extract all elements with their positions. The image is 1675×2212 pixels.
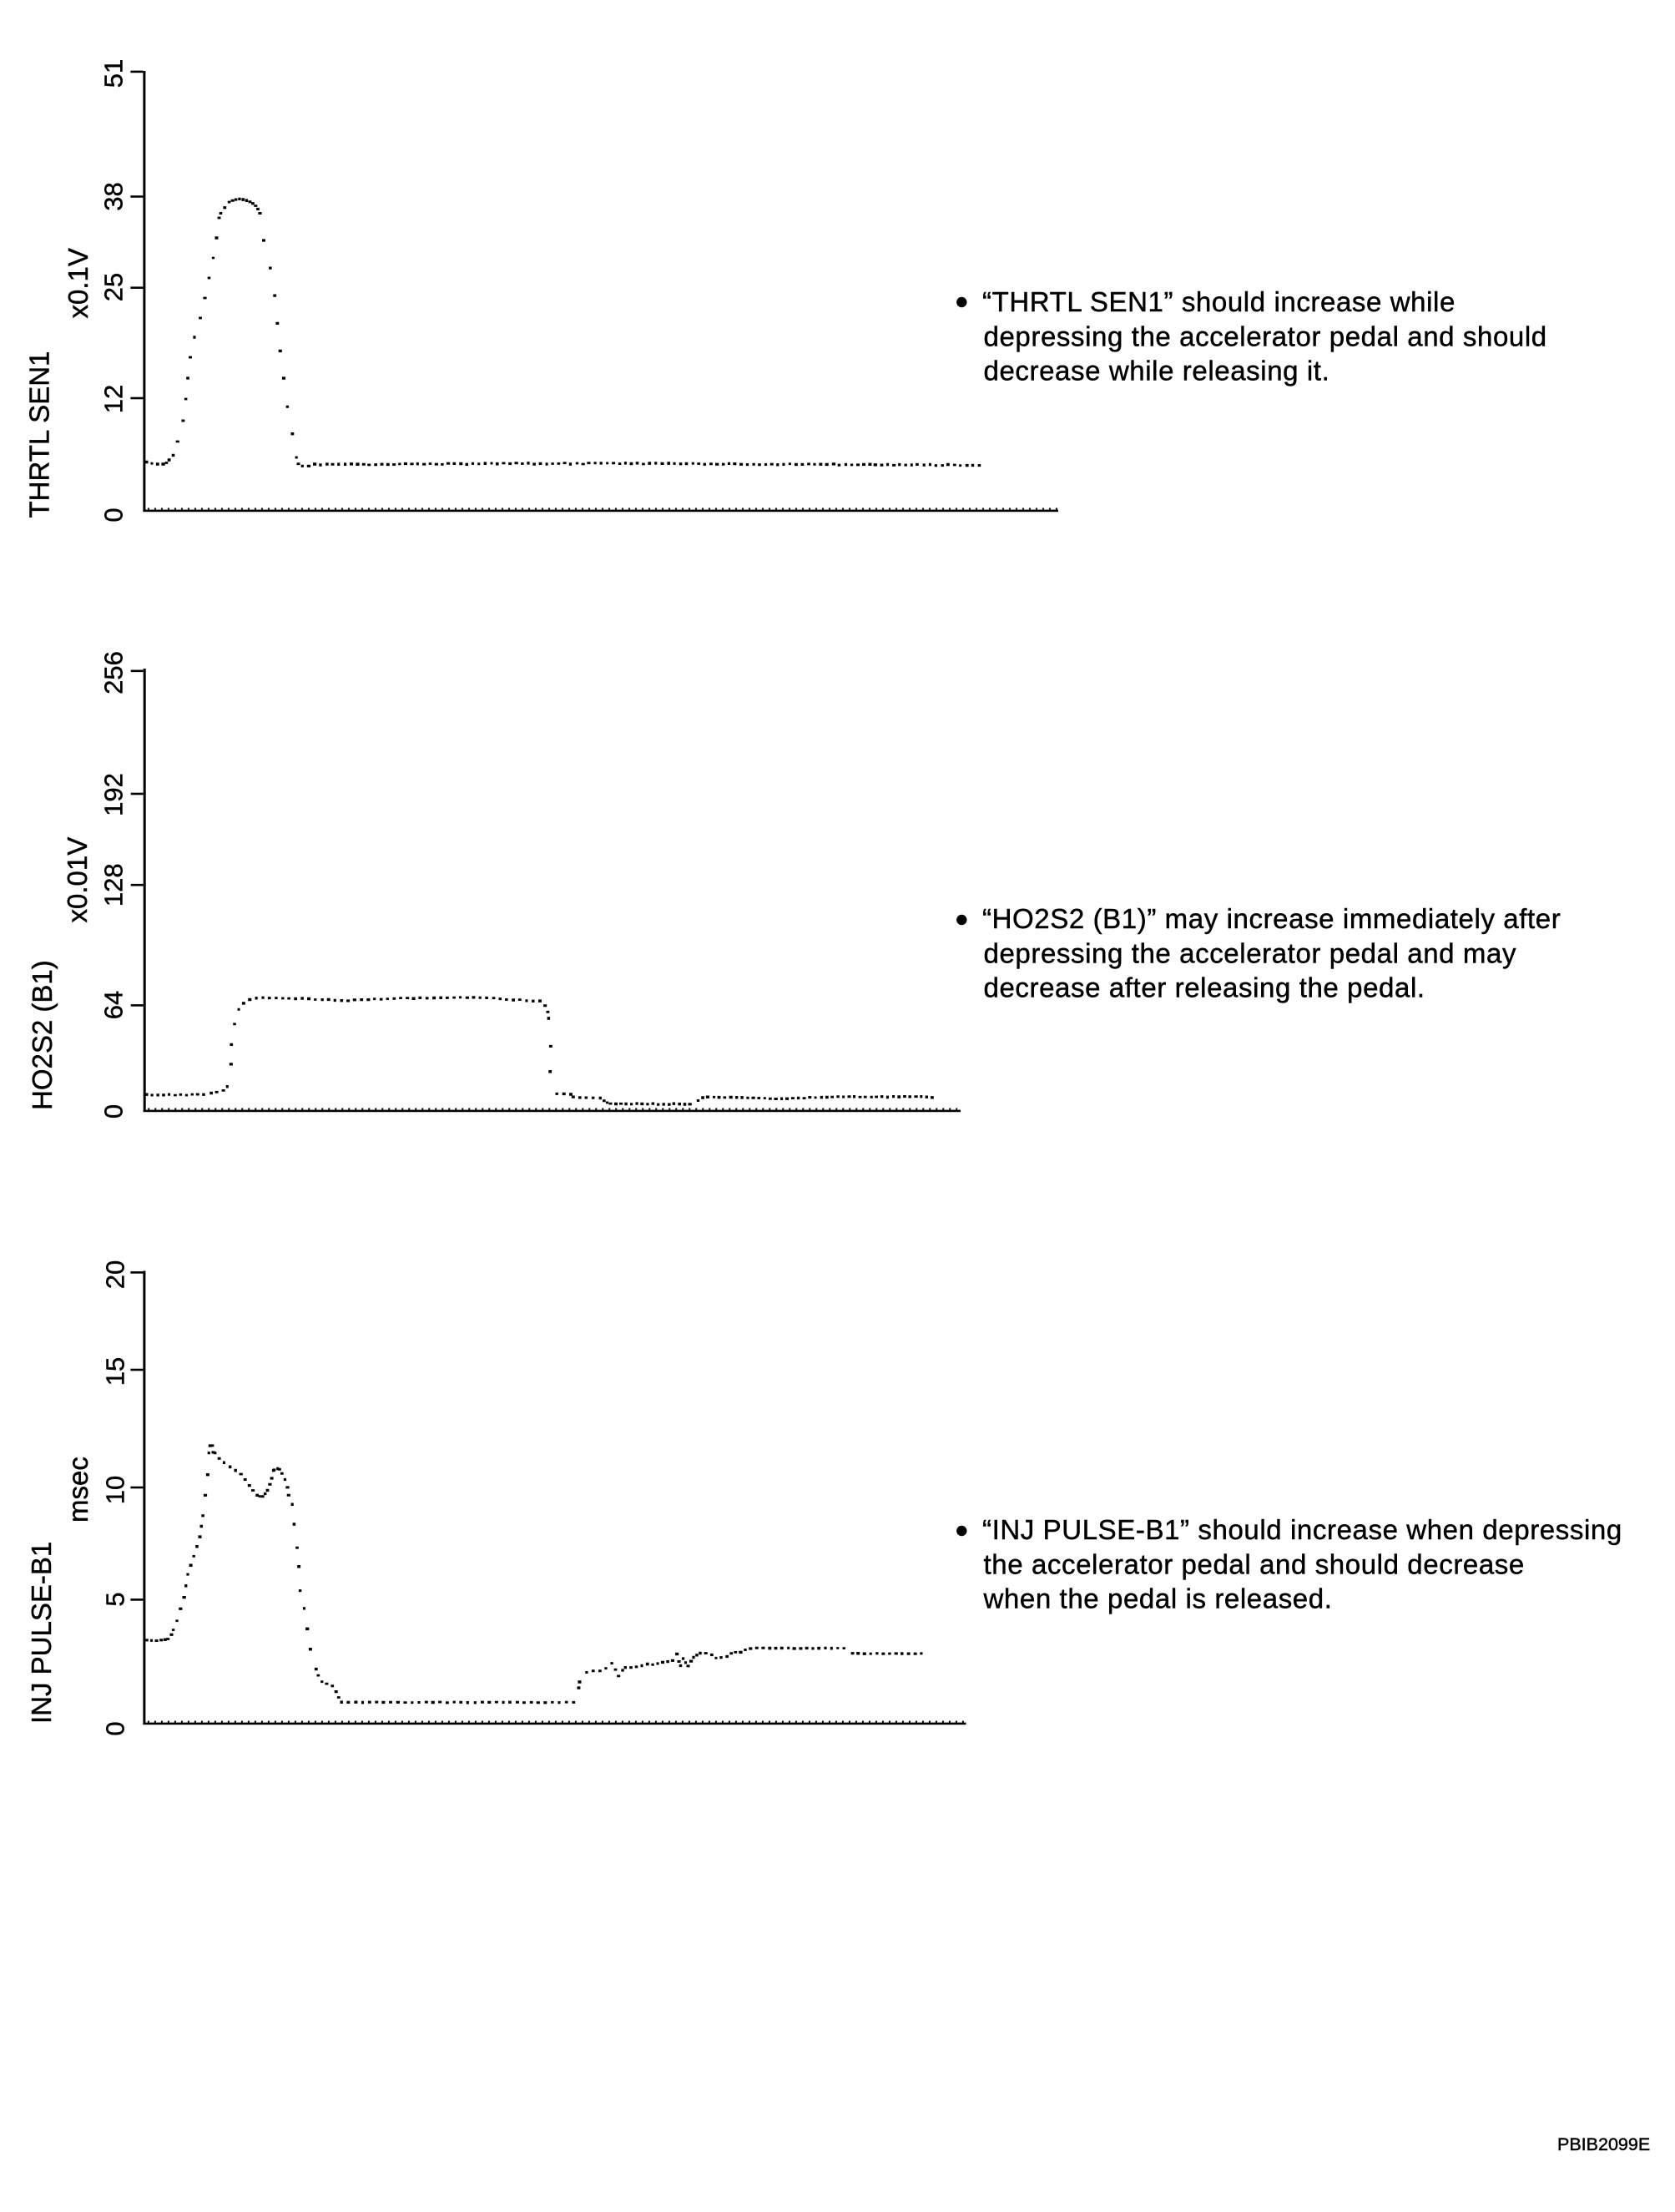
svg-text:0: 0 — [101, 1721, 130, 1735]
svg-text:depressing the accelerator ped: depressing the accelerator pedal and may — [984, 937, 1517, 968]
svg-text:64: 64 — [99, 991, 129, 1019]
svg-text:10: 10 — [101, 1476, 130, 1504]
svg-text:x0.01V: x0.01V — [62, 837, 93, 923]
svg-text:THRTL SEN1: THRTL SEN1 — [24, 351, 55, 518]
svg-text:38: 38 — [99, 182, 129, 210]
svg-text:51: 51 — [99, 59, 129, 88]
svg-text:20: 20 — [101, 1260, 130, 1289]
svg-text:when the pedal is released.: when the pedal is released. — [983, 1583, 1333, 1614]
svg-text:INJ PULSE-B1: INJ PULSE-B1 — [26, 1542, 57, 1724]
svg-text:128: 128 — [99, 863, 129, 907]
svg-text:PBIB2099E: PBIB2099E — [1557, 2134, 1650, 2154]
svg-text:5: 5 — [101, 1592, 130, 1606]
svg-text:“INJ PULSE-B1” should increase: “INJ PULSE-B1” should increase when depr… — [982, 1514, 1622, 1545]
svg-text:256: 256 — [99, 651, 129, 694]
svg-text:15: 15 — [101, 1357, 130, 1386]
svg-text:HO2S2 (B1): HO2S2 (B1) — [27, 960, 58, 1110]
svg-text:192: 192 — [99, 773, 129, 816]
svg-text:“HO2S2 (B1)” may increase imme: “HO2S2 (B1)” may increase immediately af… — [982, 903, 1561, 934]
svg-text:“THRTL SEN1” should increase w: “THRTL SEN1” should increase while — [982, 286, 1456, 317]
svg-text:25: 25 — [99, 273, 129, 301]
svg-text:0: 0 — [99, 1104, 129, 1119]
svg-text:12: 12 — [99, 385, 129, 413]
svg-text:the accelerator pedal and shou: the accelerator pedal and should decreas… — [984, 1548, 1525, 1579]
svg-text:msec: msec — [63, 1457, 93, 1523]
svg-text:0: 0 — [99, 508, 129, 522]
svg-text:decrease after releasing the p: decrease after releasing the pedal. — [984, 972, 1425, 1003]
svg-text:x0.1V: x0.1V — [63, 248, 93, 318]
svg-text:decrease while releasing it.: decrease while releasing it. — [984, 356, 1330, 386]
svg-text:depressing the accelerator ped: depressing the accelerator pedal and sho… — [984, 321, 1547, 351]
